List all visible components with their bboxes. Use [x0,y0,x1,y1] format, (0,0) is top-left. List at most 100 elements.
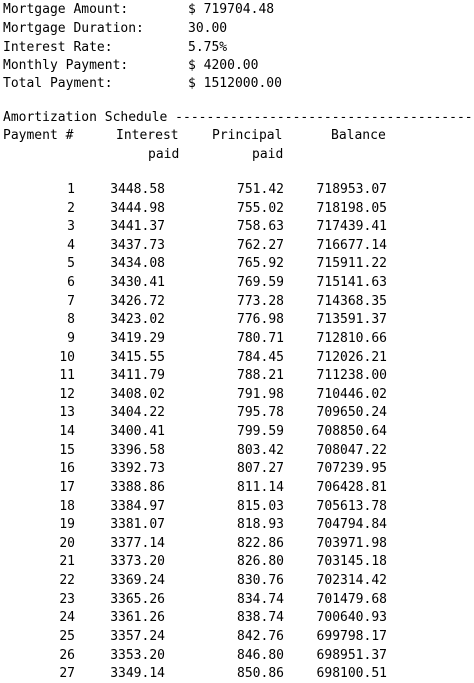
interest-paid-cell: 3430.41 [110,275,165,290]
interest-paid-cell: 3377.14 [110,536,165,551]
interest-paid-cell: 3404.22 [110,405,165,420]
interest-paid-cell: 3419.29 [110,331,165,346]
payment-number-cell: 19 [59,517,75,532]
payment-number-cell: 26 [59,648,75,663]
balance-cell: 708850.64 [316,424,387,439]
principal-paid-cell: 769.59 [237,275,284,290]
interest-paid-cell: 3384.97 [110,499,165,514]
principal-paid-cell: 830.76 [237,573,284,588]
total-payment-label: Total Payment: [3,76,113,91]
payment-number-cell: 17 [59,480,75,495]
table-row: 1 3448.58 751.42 718953.07 [0,180,474,199]
payment-number-cell: 15 [59,443,75,458]
payment-number-cell: 1 [67,182,75,197]
table-row: 10 3415.55 784.45 712026.21 [0,348,474,367]
interest-paid-cell: 3400.41 [110,424,165,439]
interest-paid-cell: 3353.20 [110,648,165,663]
principal-paid-cell: 773.28 [237,294,284,309]
payment-number-cell: 18 [59,499,75,514]
balance-cell: 715141.63 [316,275,387,290]
table-row: 13 3404.22 795.78 709650.24 [0,403,474,422]
balance-cell: 703145.18 [316,554,387,569]
interest-paid-cell: 3411.79 [110,368,165,383]
balance-cell: 699798.17 [316,629,387,644]
table-row: 20 3377.14 822.86 703971.98 [0,534,474,553]
interest-rate-value: 5.75% [188,40,228,55]
header-balance: Balance [331,128,386,143]
balance-cell: 713591.37 [316,312,387,327]
balance-cell: 700640.93 [316,610,387,625]
principal-paid-cell: 751.42 [237,182,284,197]
table-row: 23 3365.26 834.74 701479.68 [0,590,474,609]
balance-cell: 704794.84 [316,517,387,532]
mortgage-amount-value: $ 719704.48 [188,2,275,17]
principal-paid-cell: 784.45 [237,350,284,365]
principal-paid-cell: 758.63 [237,219,284,234]
balance-cell: 718953.07 [316,182,387,197]
payment-number-cell: 20 [59,536,75,551]
header-payment-number: Payment # [3,128,74,143]
interest-paid-cell: 3392.73 [110,461,165,476]
table-row: 27 3349.14 850.86 698100.51 [0,664,474,683]
table-row: 26 3353.20 846.80 698951.37 [0,646,474,665]
interest-paid-cell: 3361.26 [110,610,165,625]
payment-number-cell: 11 [59,368,75,383]
balance-cell: 701479.68 [316,592,387,607]
interest-paid-cell: 3396.58 [110,443,165,458]
table-row: 21 3373.20 826.80 703145.18 [0,552,474,571]
header-principal-line1: Principal [212,128,283,143]
payment-number-cell: 6 [67,275,75,290]
principal-paid-cell: 788.21 [237,368,284,383]
mortgage-amount-label: Mortgage Amount: [3,2,129,17]
table-row: 6 3430.41 769.59 715141.63 [0,273,474,292]
balance-cell: 714368.35 [316,294,387,309]
interest-rate-label: Interest Rate: [3,40,113,55]
interest-paid-cell: 3423.02 [110,312,165,327]
interest-paid-cell: 3415.55 [110,350,165,365]
mortgage-duration-value: 30.00 [188,21,228,36]
principal-paid-cell: 822.86 [237,536,284,551]
principal-paid-cell: 826.80 [237,554,284,569]
table-row: 12 3408.02 791.98 710446.02 [0,385,474,404]
principal-paid-cell: 834.74 [237,592,284,607]
principal-paid-cell: 842.76 [237,629,284,644]
table-row: 3 3441.37 758.63 717439.41 [0,217,474,236]
interest-paid-cell: 3437.73 [110,238,165,253]
principal-paid-cell: 807.27 [237,461,284,476]
table-row: 17 3388.86 811.14 706428.81 [0,478,474,497]
header-interest-line1: Interest [116,128,179,143]
balance-cell: 703971.98 [316,536,387,551]
payment-number-cell: 24 [59,610,75,625]
payment-number-cell: 10 [59,350,75,365]
header-principal-line2: paid [252,147,284,162]
table-row: 5 3434.08 765.92 715911.22 [0,254,474,273]
principal-paid-cell: 846.80 [237,648,284,663]
table-row: 11 3411.79 788.21 711238.00 [0,366,474,385]
monthly-payment-value: $ 4200.00 [188,58,259,73]
payment-number-cell: 21 [59,554,75,569]
principal-paid-cell: 791.98 [237,387,284,402]
table-row: 7 3426.72 773.28 714368.35 [0,292,474,311]
balance-cell: 710446.02 [316,387,387,402]
principal-paid-cell: 811.14 [237,480,284,495]
payment-number-cell: 27 [59,666,75,681]
balance-cell: 708047.22 [316,443,387,458]
total-payment-value: $ 1512000.00 [188,76,282,91]
table-row: 9 3419.29 780.71 712810.66 [0,329,474,348]
balance-cell: 717439.41 [316,219,387,234]
balance-cell: 711238.00 [316,368,387,383]
balance-cell: 705613.78 [316,499,387,514]
interest-paid-cell: 3441.37 [110,219,165,234]
interest-paid-cell: 3408.02 [110,387,165,402]
balance-cell: 712026.21 [316,350,387,365]
principal-paid-cell: 799.59 [237,424,284,439]
table-row: 2 3444.98 755.02 718198.05 [0,199,474,218]
interest-paid-cell: 3369.24 [110,573,165,588]
payment-number-cell: 12 [59,387,75,402]
payment-number-cell: 16 [59,461,75,476]
principal-paid-cell: 765.92 [237,256,284,271]
mortgage-duration-label: Mortgage Duration: [3,21,144,36]
payment-number-cell: 5 [67,256,75,271]
principal-paid-cell: 755.02 [237,201,284,216]
interest-paid-cell: 3357.24 [110,629,165,644]
